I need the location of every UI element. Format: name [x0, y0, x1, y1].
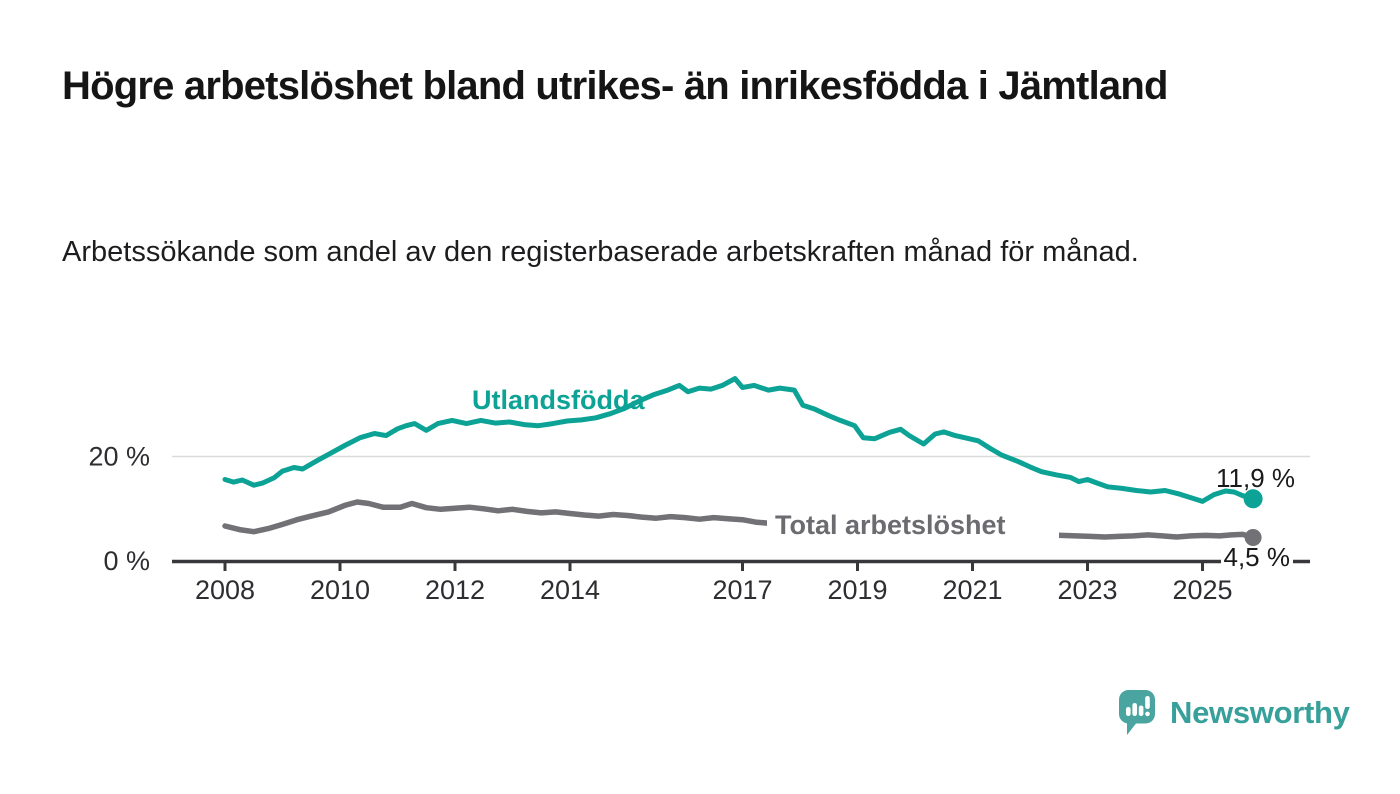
utlandsfodda-line: [222, 376, 1256, 504]
x-tick-label: 2012: [425, 575, 485, 605]
y-tick-label: 20 %: [88, 442, 150, 472]
x-tick-label: 2010: [310, 575, 370, 605]
total-end-value: 4,5 %: [1224, 542, 1291, 572]
bar-chart-bubble-icon: [1119, 690, 1155, 735]
newsworthy-wordmark: Newsworthy: [1170, 695, 1350, 730]
y-axis-tick-labels: 0 % 20 %: [88, 442, 150, 577]
page-subtitle: Arbetssökande som andel av den registerb…: [62, 236, 1139, 268]
end-value-background: [1221, 543, 1293, 571]
utlandsfodda-end-value: 11,9 %: [1216, 463, 1295, 493]
x-tick-label: 2021: [942, 575, 1002, 605]
x-tick-label: 2008: [195, 575, 255, 605]
x-axis-tick-labels: 2008 2010 2012 2014 2017 2019 2021 2023 2025: [195, 575, 1233, 605]
x-axis-ticks: [223, 561, 1204, 571]
x-tick-label: 2019: [827, 575, 887, 605]
x-tick-label: 2023: [1057, 575, 1117, 605]
utlandsfodda-end-dot: [1243, 489, 1263, 509]
y-tick-label: 0 %: [103, 546, 150, 576]
total-arbetsloshet-line: [222, 499, 1256, 541]
page-title: Högre arbetslöshet bland utrikes- än inr…: [62, 64, 1168, 108]
newsworthy-branding: Newsworthy: [1118, 689, 1350, 737]
x-tick-label: 2017: [712, 575, 772, 605]
utlandsfodda-label: Utlandsfödda: [472, 385, 645, 415]
x-tick-label: 2014: [540, 575, 600, 605]
total-arbetsloshet-label: Total arbetslöshet: [775, 510, 1006, 540]
total-end-dot: [1244, 529, 1262, 546]
total-label-background: [767, 506, 1059, 541]
x-tick-label: 2025: [1172, 575, 1232, 605]
